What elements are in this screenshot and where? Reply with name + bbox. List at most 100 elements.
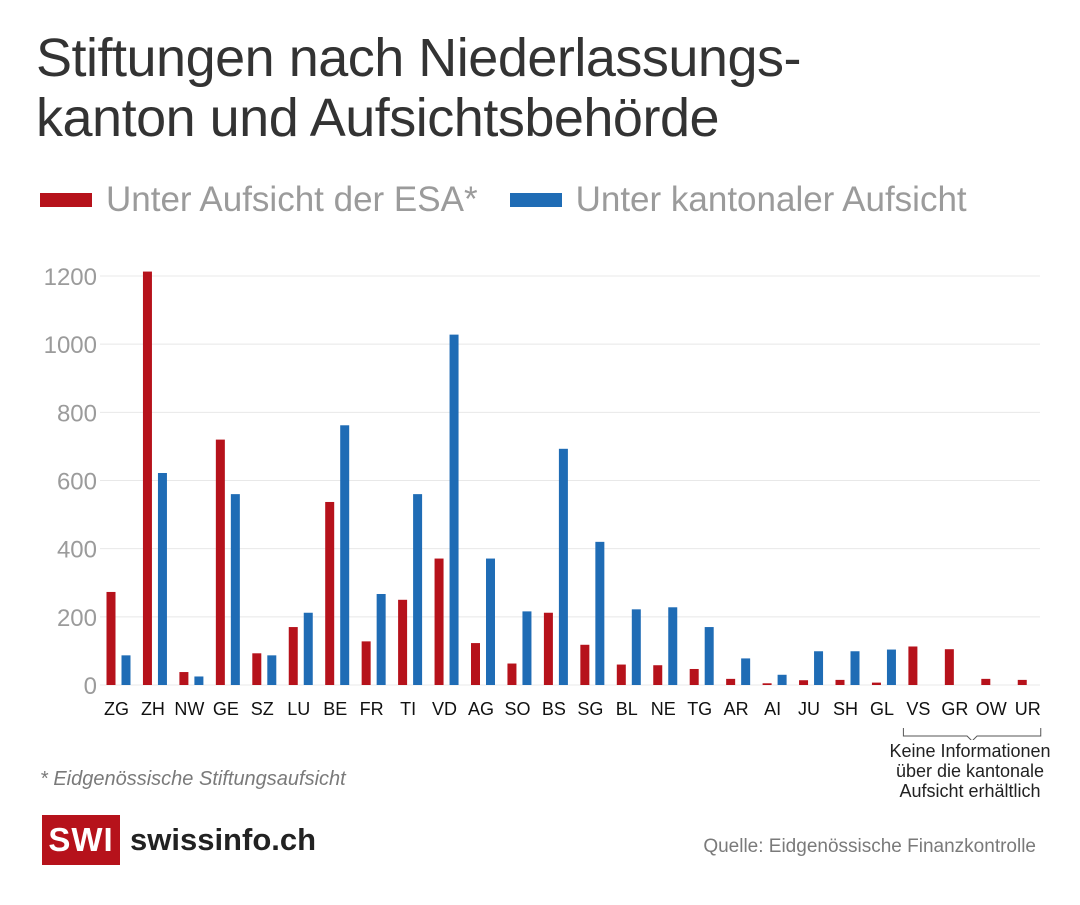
legend-label-cantonal: Unter kantonaler Aufsicht xyxy=(575,180,967,219)
x-tick-label-sh: SH xyxy=(833,699,858,719)
x-tick-label-ti: TI xyxy=(400,699,416,719)
bar-cantonal-nw xyxy=(194,676,204,685)
legend-label-esa: Unter Aufsicht der ESA* xyxy=(106,180,478,219)
x-tick-label-ne: NE xyxy=(651,699,676,719)
annotation-line-2: über die kantonale xyxy=(895,761,1045,781)
bar-esa-bs xyxy=(543,612,553,685)
x-tick-label-gl: GL xyxy=(870,699,894,719)
bar-esa-lu xyxy=(288,627,298,685)
x-tick-label-nw: NW xyxy=(174,699,204,719)
footnote: * Eidgenössische Stiftungsaufsicht xyxy=(40,768,346,790)
bar-esa-ne xyxy=(653,665,663,685)
bar-cantonal-be xyxy=(340,425,350,685)
x-tick-label-zg: ZG xyxy=(104,699,129,719)
bar-esa-gr xyxy=(944,649,954,685)
bar-cantonal-vd xyxy=(449,334,459,685)
x-tick-label-bl: BL xyxy=(616,699,638,719)
no-data-annotation: Keine Informationen über die kantonale A… xyxy=(870,741,1070,801)
bar-esa-ow xyxy=(981,678,991,685)
bar-esa-ai xyxy=(762,683,772,685)
bar-esa-tg xyxy=(689,668,699,685)
bar-esa-gl xyxy=(871,682,881,685)
x-tick-label-tg: TG xyxy=(687,699,712,719)
bar-cantonal-gl xyxy=(886,649,896,685)
bar-chart: 0 200 400 600 800 1000 1200 ZG ZH NW GE SZ LU BE FR TI V… xyxy=(44,264,1042,740)
title-line-2: kanton und Aufsichtsbehörde xyxy=(36,88,720,148)
bar-esa-ur xyxy=(1017,679,1027,685)
bar-cantonal-sh xyxy=(850,651,860,685)
x-tick-label-ge: GE xyxy=(213,699,239,719)
bar-cantonal-so xyxy=(522,611,532,685)
bar-esa-fr xyxy=(361,641,371,685)
x-tick-label-lu: LU xyxy=(287,699,310,719)
bar-cantonal-zh xyxy=(157,473,167,685)
bar-cantonal-ti xyxy=(413,494,423,685)
swissinfo-logo[interactable]: SWI swissinfo.ch xyxy=(42,815,316,865)
x-tick-label-so: SO xyxy=(504,699,530,719)
bar-cantonal-ne xyxy=(668,607,678,685)
y-tick-label-200: 200 xyxy=(57,605,97,632)
swissinfo-brand: swissinfo.ch xyxy=(130,822,317,857)
y-tick-label-400: 400 xyxy=(57,537,97,564)
x-tick-label-vs: VS xyxy=(906,699,930,719)
annotation-line-1: Keine Informationen xyxy=(889,741,1051,761)
legend-item-esa: Unter Aufsicht der ESA* xyxy=(40,180,478,220)
x-tick-label-ai: AI xyxy=(764,699,781,719)
bar-cantonal-ar xyxy=(741,658,751,685)
swi-logo-box: SWI xyxy=(42,815,120,865)
bar-esa-ar xyxy=(726,678,736,685)
no-data-bracket xyxy=(902,728,1042,740)
bar-esa-vd xyxy=(434,558,444,685)
bar-esa-sg xyxy=(580,644,590,685)
bar-esa-ju xyxy=(799,680,809,685)
bar-cantonal-bl xyxy=(631,609,641,685)
x-tick-label-ow: OW xyxy=(976,699,1007,719)
y-tick-label-1200: 1200 xyxy=(44,264,97,291)
x-tick-label-vd: VD xyxy=(432,699,457,719)
bar-cantonal-bs xyxy=(558,448,568,685)
bar-esa-sz xyxy=(252,653,262,685)
bar-esa-nw xyxy=(179,672,189,685)
bar-esa-vs xyxy=(908,646,918,685)
bar-esa-zg xyxy=(106,591,116,685)
y-tick-label-0: 0 xyxy=(84,673,97,700)
legend-item-cantonal: Unter kantonaler Aufsicht xyxy=(509,180,967,220)
x-tick-label-sz: SZ xyxy=(251,699,274,719)
bar-cantonal-sg xyxy=(595,541,605,685)
x-tick-label-zh: ZH xyxy=(141,699,165,719)
x-tick-label-ju: JU xyxy=(798,699,820,719)
x-tick-label-ag: AG xyxy=(468,699,494,719)
bar-esa-sh xyxy=(835,679,845,685)
bar-esa-ge xyxy=(215,439,225,685)
legend: Unter Aufsicht der ESA* Unter kantonaler… xyxy=(40,180,999,220)
bar-esa-bl xyxy=(616,664,626,685)
x-tick-label-ar: AR xyxy=(724,699,749,719)
bar-esa-ti xyxy=(398,599,408,685)
chart-title: Stiftungen nach Niederlassungs- kanton u… xyxy=(36,28,1046,148)
x-tick-label-sg: SG xyxy=(577,699,603,719)
bar-cantonal-zg xyxy=(121,655,131,685)
y-tick-label-1000: 1000 xyxy=(44,332,97,359)
bar-cantonal-ge xyxy=(230,494,240,685)
x-tick-label-fr: FR xyxy=(360,699,384,719)
bar-cantonal-fr xyxy=(376,593,386,685)
bar-esa-ag xyxy=(471,643,480,685)
source-note: Quelle: Eidgenössische Finanzkontrolle xyxy=(703,836,1036,857)
bar-cantonal-ai xyxy=(777,674,787,685)
x-tick-label-be: BE xyxy=(323,699,347,719)
legend-swatch-esa xyxy=(40,193,92,207)
bar-cantonal-ag xyxy=(486,558,495,685)
legend-swatch-cantonal xyxy=(509,193,562,207)
y-tick-label-800: 800 xyxy=(57,400,97,427)
x-tick-label-ur: UR xyxy=(1015,699,1041,719)
y-tick-label-600: 600 xyxy=(57,469,97,496)
x-tick-label-bs: BS xyxy=(542,699,566,719)
bar-cantonal-tg xyxy=(704,627,714,685)
bar-esa-zh xyxy=(142,271,152,685)
bar-esa-be xyxy=(325,501,335,685)
bar-cantonal-lu xyxy=(303,612,313,685)
bar-esa-so xyxy=(507,663,517,685)
title-line-1: Stiftungen nach Niederlassungs- xyxy=(36,28,801,88)
x-tick-label-gr: GR xyxy=(941,699,968,719)
annotation-line-3: Aufsicht erhältlich xyxy=(899,781,1041,801)
